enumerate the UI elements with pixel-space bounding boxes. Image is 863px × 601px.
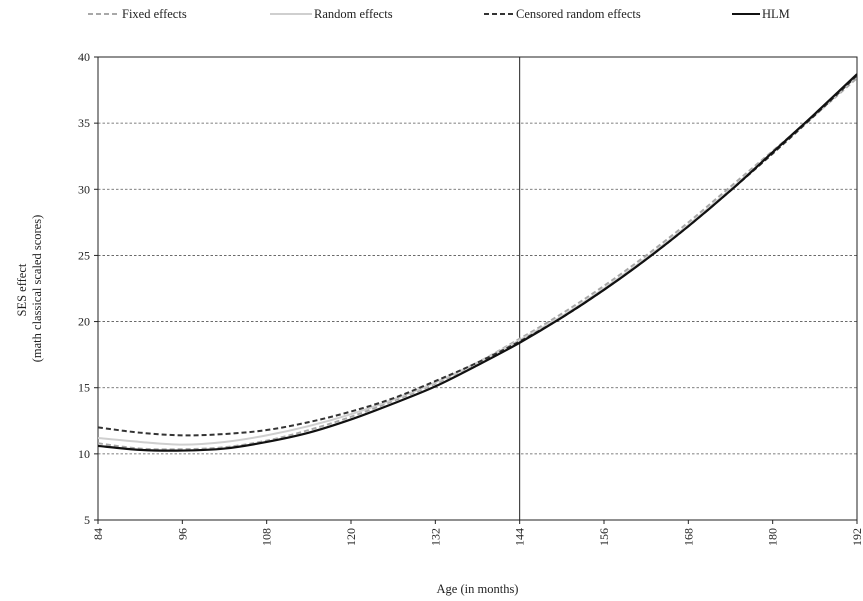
x-tick-label-144: 144 — [513, 528, 527, 546]
series-line-random-effects — [98, 74, 857, 446]
series-line-fixed-effects — [98, 77, 857, 451]
y-tick-label-40: 40 — [78, 50, 90, 64]
y-tick-label-30: 30 — [78, 182, 90, 196]
x-tick-label-120: 120 — [344, 528, 358, 546]
y-axis-label-line-1: SES effect — [15, 263, 29, 316]
legend: Fixed effects Random effects Censored rand… — [88, 7, 790, 21]
y-axis-label: SES effect (math classical scaled scores… — [15, 215, 44, 363]
x-tick-label-192: 192 — [850, 528, 863, 546]
plot-frame — [97, 56, 858, 521]
series-lines — [98, 73, 857, 452]
x-tick-label-132: 132 — [428, 528, 442, 546]
legend-label-3: Censored random effects — [516, 7, 641, 21]
x-axis-label: Age (in months) — [437, 582, 519, 596]
legend-label-2: Random effects — [314, 7, 393, 21]
legend-label-4: HLM — [762, 7, 790, 21]
x-tick-label-84: 84 — [91, 528, 105, 540]
x-tick-label-168: 168 — [681, 528, 695, 546]
y-tick-label-25: 25 — [78, 248, 90, 262]
y-tick-label-15: 15 — [78, 381, 90, 395]
y-axis: 5 10 15 20 25 30 35 40 — [78, 50, 98, 527]
series-line-hlm — [98, 73, 857, 452]
x-tick-label-96: 96 — [175, 528, 189, 540]
x-tick-label-180: 180 — [766, 528, 780, 546]
y-tick-label-35: 35 — [78, 116, 90, 130]
y-tick-label-20: 20 — [78, 315, 90, 329]
legend-label-1: Fixed effects — [122, 7, 187, 21]
y-tick-label-5: 5 — [84, 513, 90, 527]
y-tick-label-10: 10 — [78, 447, 90, 461]
y-axis-label-line-2: (math classical scaled scores) — [30, 215, 44, 363]
x-axis: 84 96 108 120 132 144 156 168 180 192 — [91, 520, 863, 546]
x-tick-label-108: 108 — [260, 528, 274, 546]
grid-lines — [98, 122, 857, 455]
x-tick-label-156: 156 — [597, 528, 611, 546]
